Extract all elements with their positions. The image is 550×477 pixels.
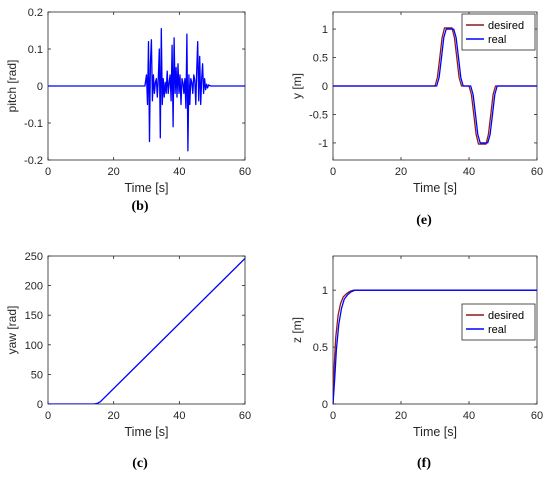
y-tick-label: -0.2 — [24, 155, 43, 167]
legend-entry: real — [488, 34, 506, 46]
y-tick-label: 0 — [37, 399, 43, 411]
x-axis-label: Time [s] — [413, 425, 457, 439]
legend: desired real — [461, 303, 536, 341]
y-tick-label: -1 — [318, 138, 328, 150]
x-tick-label: 60 — [239, 410, 251, 422]
x-axis-label: Time [s] — [125, 425, 169, 439]
series-line-series-0 — [48, 28, 245, 152]
x-tick-label: 20 — [108, 166, 120, 178]
x-tick-label: 20 — [395, 410, 407, 422]
plot-area — [47, 255, 246, 405]
y-tick-label: 0.2 — [28, 7, 43, 19]
y-tick-label: 0.5 — [313, 53, 328, 65]
chart-panel-b: 0 20 40 60 -0.2 -0.1 0 0.1 0.2 Time [s] pitch [rad… — [5, 7, 251, 214]
y-axis-label: y [m] — [290, 73, 304, 99]
y-tick-label: -0.1 — [24, 118, 43, 130]
x-tick-label: 60 — [531, 410, 543, 422]
y-tick-label: 200 — [25, 281, 43, 293]
x-tick-label: 0 — [330, 410, 336, 422]
y-tick-label: 1 — [322, 24, 328, 36]
x-tick-label: 40 — [173, 410, 185, 422]
series-line-series-0 — [48, 257, 245, 404]
legend-box — [461, 303, 536, 341]
panel-label: (f) — [417, 456, 431, 471]
x-tick-label: 40 — [463, 166, 475, 178]
x-tick-label: 0 — [45, 410, 51, 422]
y-axis-label: z [m] — [290, 317, 304, 343]
x-axis-label: Time [s] — [413, 181, 457, 195]
x-tick-label: 0 — [330, 166, 336, 178]
legend: desired real — [461, 13, 536, 51]
x-tick-label: 60 — [531, 166, 543, 178]
y-tick-label: 0 — [37, 81, 43, 93]
series-line-real — [333, 289, 537, 404]
y-tick-label: 150 — [25, 310, 43, 322]
series-line-real — [333, 28, 537, 144]
y-tick-label: 0 — [322, 81, 328, 93]
chart-panel-f: 0 20 40 60 0 0.5 1 Time [s] z [m] desired real (f) — [290, 255, 543, 471]
y-tick-label: 250 — [25, 251, 43, 263]
y-axis-label: pitch [rad] — [5, 60, 19, 113]
panel-label: (e) — [416, 213, 432, 228]
chart-panel-c: 0 20 40 60 0 50 100 150 200 250 Time [s] yaw [rad] (… — [5, 251, 251, 471]
y-tick-label: 0.1 — [28, 44, 43, 56]
y-tick-label: 0.5 — [313, 342, 328, 354]
y-tick-label: -0.5 — [309, 109, 328, 121]
legend-entry: real — [488, 324, 506, 336]
x-tick-label: 0 — [45, 166, 51, 178]
legend-entry: desired — [488, 20, 524, 32]
y-tick-label: 1 — [322, 285, 328, 297]
chart-panel-e: 0 20 40 60 -1 -0.5 0 0.5 1 Time [s] y [m] desired re… — [290, 11, 543, 228]
x-axis-label: Time [s] — [125, 181, 169, 195]
x-tick-label: 20 — [395, 166, 407, 178]
x-tick-label: 40 — [463, 410, 475, 422]
legend-entry: desired — [488, 310, 524, 322]
x-tick-label: 40 — [173, 166, 185, 178]
y-tick-label: 50 — [31, 369, 43, 381]
panel-label: (b) — [131, 199, 148, 214]
legend-box — [461, 13, 536, 51]
x-tick-label: 60 — [239, 166, 251, 178]
panel-label: (c) — [132, 456, 148, 471]
x-tick-label: 20 — [108, 410, 120, 422]
y-tick-label: 0 — [322, 399, 328, 411]
y-tick-label: 100 — [25, 340, 43, 352]
y-axis-label: yaw [rad] — [5, 306, 19, 355]
